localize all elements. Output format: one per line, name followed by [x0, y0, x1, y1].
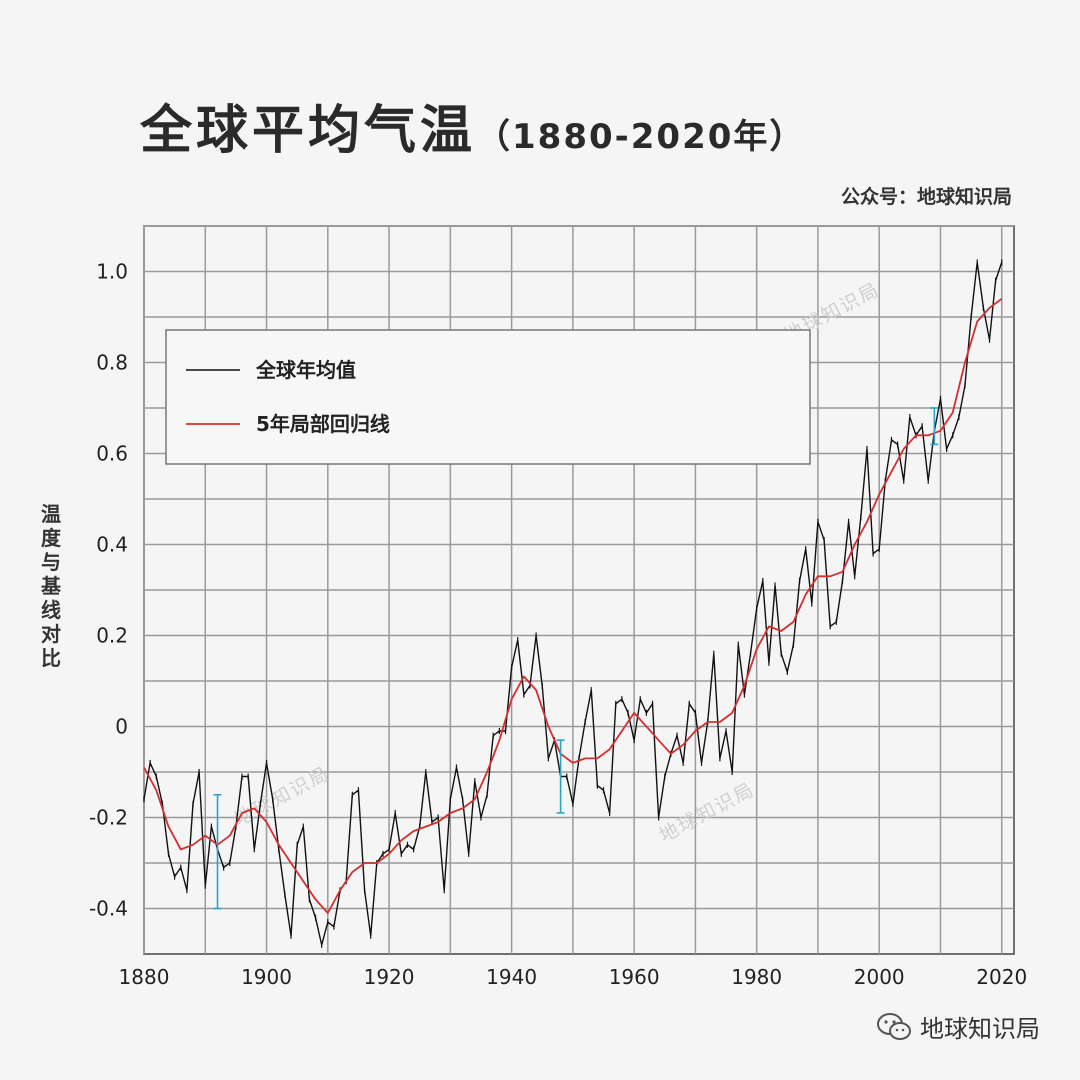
y-tick-label: 0.8: [96, 351, 128, 375]
legend-label-smooth: 5年局部回归线: [256, 412, 390, 436]
y-tick-label: -0.2: [89, 806, 128, 830]
series-line-smooth: [143, 298, 1003, 914]
chart-title: 全球平均气温（1880-2020年）: [140, 88, 805, 163]
x-tick-label: 1900: [241, 965, 292, 989]
error-bar: [556, 739, 565, 814]
y-tick-label: 0.6: [96, 442, 128, 466]
y-axis-label-char: 比: [41, 646, 61, 670]
y-tick-label: 0.2: [96, 624, 128, 648]
footer-brand: 地球知识局: [876, 1009, 1040, 1044]
y-axis-label-char: 基: [41, 574, 61, 598]
error-bar: [213, 793, 222, 910]
y-tick-label: 0.4: [96, 533, 128, 557]
y-tick-label: 1.0: [96, 260, 128, 284]
title-main: 全球平均气温: [140, 101, 477, 161]
x-tick-label: 1940: [486, 965, 537, 989]
legend: 全球年均值 5年局部回归线: [165, 329, 811, 465]
title-years: （1880-2020年）: [476, 117, 806, 157]
footer-text: 地球知识局: [920, 1015, 1040, 1043]
y-tick-label: -0.4: [89, 897, 128, 921]
y-axis-label-char: 温: [41, 502, 61, 526]
y-axis-label-char: 度: [41, 526, 61, 550]
x-tick-label: 1960: [609, 965, 660, 989]
y-axis-label-char: 与: [41, 550, 61, 574]
y-tick-label: 0: [115, 715, 128, 739]
legend-box: [165, 329, 811, 465]
y-axis-label-char: 线: [41, 598, 61, 622]
error-bar: [930, 407, 939, 446]
source-label: 公众号：地球知识局: [840, 186, 1012, 208]
y-axis-label-char: 对: [41, 622, 61, 646]
legend-label-annual: 全球年均值: [255, 358, 356, 382]
wechat-icon: [877, 1012, 911, 1040]
x-tick-label: 2020: [976, 965, 1027, 989]
x-tick-label: 1880: [119, 965, 170, 989]
x-tick-label: 1980: [731, 965, 782, 989]
x-tick-label: 1920: [364, 965, 415, 989]
y-axis-label: 温度与基线对比: [38, 502, 64, 670]
x-tick-label: 2000: [854, 965, 905, 989]
